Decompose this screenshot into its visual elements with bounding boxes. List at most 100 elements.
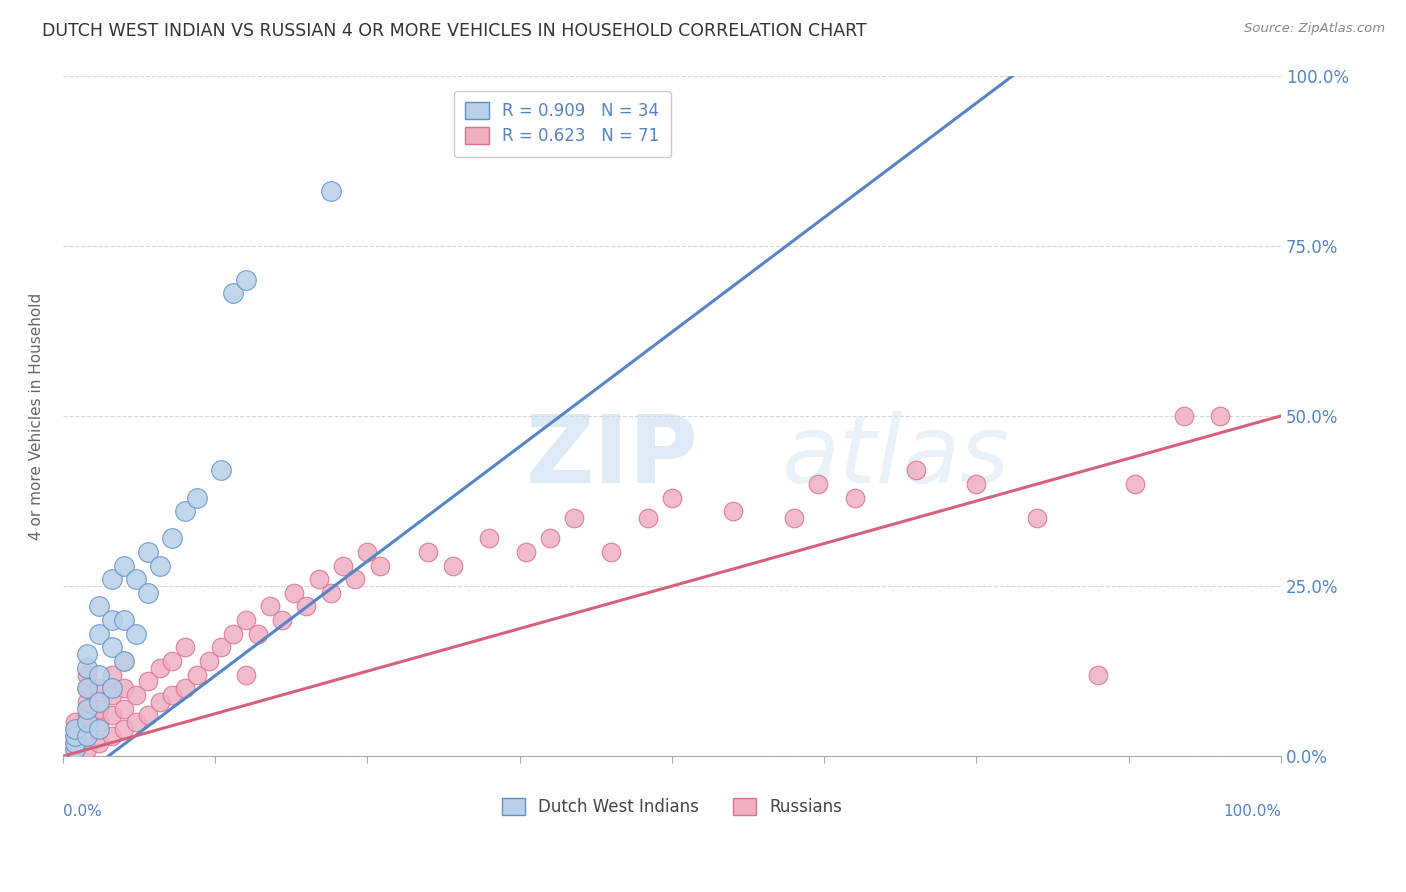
Point (100, 681, 122, 696)
Point (136, 708, 159, 723)
Point (89, 599, 111, 614)
Point (100, 729, 122, 743)
Point (259, 599, 281, 614)
Point (112, 558, 135, 573)
Point (76, 729, 98, 743)
Point (76, 708, 98, 723)
Point (295, 599, 318, 614)
Point (149, 695, 172, 709)
Point (319, 184, 342, 198)
Point (319, 586, 342, 600)
Point (76, 729, 98, 743)
Point (100, 613, 122, 627)
Point (283, 586, 305, 600)
Point (1087, 667, 1109, 681)
Point (76, 695, 98, 709)
Point (125, 715, 148, 730)
Point (100, 640, 122, 655)
Point (63, 715, 86, 730)
Point (356, 545, 378, 559)
Legend: Dutch West Indians, Russians: Dutch West Indians, Russians (495, 791, 849, 822)
Point (368, 558, 391, 573)
Point (63, 736, 86, 750)
Point (89, 695, 111, 709)
Point (637, 511, 659, 525)
Point (173, 681, 195, 696)
Text: atlas: atlas (782, 411, 1010, 502)
Point (162, 532, 184, 546)
Point (76, 681, 98, 696)
Point (162, 654, 184, 668)
Point (721, 504, 744, 518)
Point (89, 722, 111, 736)
Point (76, 742, 98, 756)
Point (100, 667, 122, 681)
Point (63, 722, 86, 736)
Point (112, 681, 135, 696)
Point (844, 491, 866, 505)
Point (89, 701, 111, 715)
Point (125, 626, 148, 640)
Text: 100.0%: 100.0% (1223, 804, 1281, 819)
Point (76, 715, 98, 730)
Point (222, 286, 245, 301)
Point (125, 572, 148, 586)
Point (235, 667, 257, 681)
Point (89, 626, 111, 640)
Point (904, 463, 927, 477)
Point (100, 688, 122, 702)
Point (186, 667, 208, 681)
Point (63, 742, 86, 756)
Point (89, 681, 111, 696)
Point (136, 674, 159, 689)
Point (173, 504, 195, 518)
Point (1123, 477, 1146, 491)
Point (89, 736, 111, 750)
Point (478, 532, 501, 546)
Point (112, 654, 135, 668)
Point (136, 545, 159, 559)
Point (235, 613, 257, 627)
Point (807, 477, 830, 491)
Point (661, 491, 683, 505)
Point (76, 647, 98, 661)
Point (783, 511, 806, 525)
Point (332, 558, 354, 573)
Point (198, 654, 221, 668)
Point (441, 558, 464, 573)
Point (149, 558, 172, 573)
Point (63, 729, 86, 743)
Point (344, 572, 367, 586)
Point (515, 545, 537, 559)
Point (173, 640, 195, 655)
Text: ZIP: ZIP (526, 410, 699, 503)
Point (965, 477, 987, 491)
Point (112, 722, 135, 736)
Point (112, 701, 135, 715)
Point (63, 742, 86, 756)
Point (100, 708, 122, 723)
Point (162, 688, 184, 702)
Point (308, 572, 330, 586)
Point (89, 715, 111, 730)
Point (222, 626, 245, 640)
Point (564, 511, 586, 525)
Point (76, 715, 98, 730)
Point (76, 661, 98, 675)
Point (600, 545, 623, 559)
Point (149, 661, 172, 675)
Point (209, 640, 232, 655)
Point (100, 572, 122, 586)
Text: DUTCH WEST INDIAN VS RUSSIAN 4 OR MORE VEHICLES IN HOUSEHOLD CORRELATION CHART: DUTCH WEST INDIAN VS RUSSIAN 4 OR MORE V… (42, 22, 868, 40)
Point (1209, 409, 1232, 423)
Point (76, 667, 98, 681)
Text: Source: ZipAtlas.com: Source: ZipAtlas.com (1244, 22, 1385, 36)
Point (63, 729, 86, 743)
Point (76, 681, 98, 696)
Point (63, 722, 86, 736)
Point (186, 491, 208, 505)
Point (63, 736, 86, 750)
Point (209, 463, 232, 477)
Point (1026, 511, 1049, 525)
Point (246, 626, 269, 640)
